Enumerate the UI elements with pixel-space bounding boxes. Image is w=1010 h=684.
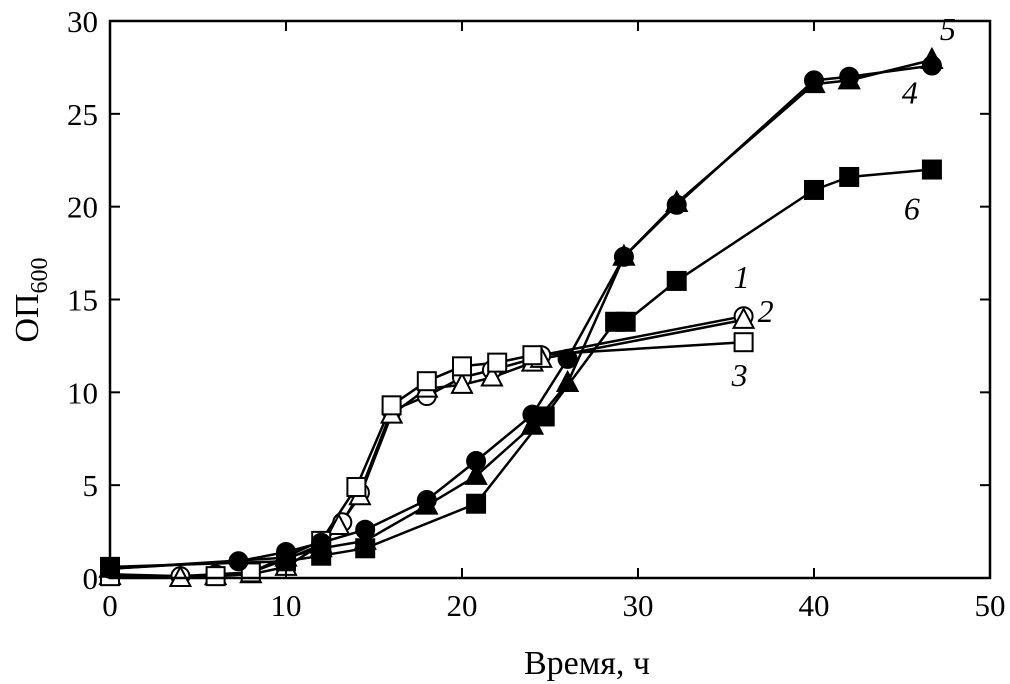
series-line-5: [109, 58, 933, 570]
x-tick-label-10: 10: [271, 588, 302, 623]
series-layer: [98, 46, 944, 587]
data-point: [666, 270, 687, 291]
series-markers-6: [100, 159, 942, 577]
y-tick-label-15: 15: [67, 283, 98, 318]
data-point: [450, 371, 474, 394]
data-point: [355, 538, 376, 559]
x-tick-label-20: 20: [447, 588, 478, 623]
data-point: [480, 364, 504, 387]
y-axis-title-sub: 600: [27, 257, 53, 293]
x-tick-label-30: 30: [623, 588, 654, 623]
curve-label-6: 6: [904, 191, 920, 227]
data-point: [464, 462, 488, 485]
y-tick-label-5: 5: [83, 468, 99, 503]
data-point: [346, 477, 367, 498]
data-point: [802, 70, 826, 94]
y-tick-label-0: 0: [83, 561, 99, 596]
series-markers-3: [100, 332, 754, 587]
data-point: [733, 332, 754, 353]
data-point: [839, 166, 860, 187]
x-tick-label-0: 0: [102, 588, 118, 623]
data-point: [466, 493, 487, 514]
data-point: [665, 189, 689, 212]
data-point: [804, 179, 824, 200]
series-5: [109, 58, 933, 570]
y-axis-title-main: ОП: [9, 293, 46, 342]
data-point: [534, 406, 555, 427]
data-point: [731, 306, 756, 329]
data-point: [416, 371, 437, 392]
y-tick-label-25: 25: [67, 97, 98, 132]
data-point: [276, 551, 296, 572]
data-point: [557, 348, 578, 369]
plot-frame: [108, 19, 992, 580]
curve-label-4: 4: [902, 75, 918, 111]
data-point: [168, 564, 193, 587]
data-point: [205, 566, 226, 587]
y-tick-label-30: 30: [67, 4, 98, 39]
data-point: [615, 311, 636, 332]
curve-label-1: 1: [734, 259, 750, 295]
curve-label-3: 3: [731, 357, 748, 393]
series-markers-2: [98, 306, 756, 587]
data-point: [612, 243, 636, 266]
series-line-2: [109, 318, 744, 580]
data-point: [837, 67, 861, 90]
series-line-6: [109, 168, 933, 569]
data-point: [228, 551, 249, 572]
data-point: [452, 356, 472, 377]
data-point: [327, 512, 351, 536]
series-1: [109, 314, 744, 578]
x-tick-label-40: 40: [799, 588, 830, 623]
y-tick-label-20: 20: [67, 190, 98, 225]
data-point: [555, 369, 580, 393]
data-point: [487, 352, 508, 373]
data-point: [522, 345, 543, 366]
series-line-1: [109, 314, 744, 578]
curve-label-layer: 123 45 6: [731, 11, 956, 393]
series-markers-5: [98, 46, 944, 578]
x-axis-title: Время, ч: [524, 645, 650, 682]
curve-label-5: 5: [940, 11, 956, 47]
series-2: [109, 318, 744, 580]
series-6: [109, 168, 933, 569]
y-axis-title: ОП600: [9, 257, 53, 342]
data-point: [311, 545, 332, 566]
curve-label-2: 2: [758, 293, 774, 329]
series-line-4: [109, 64, 933, 570]
data-point: [381, 395, 402, 416]
series-4: [109, 64, 933, 570]
data-point: [415, 492, 439, 515]
y-axis-title-group: ОП600: [9, 257, 53, 342]
data-point: [921, 159, 942, 180]
series-markers-4: [100, 55, 942, 579]
x-tick-label-50: 50: [975, 588, 1006, 623]
data-point: [920, 46, 944, 69]
y-tick-label-10: 10: [67, 375, 98, 410]
